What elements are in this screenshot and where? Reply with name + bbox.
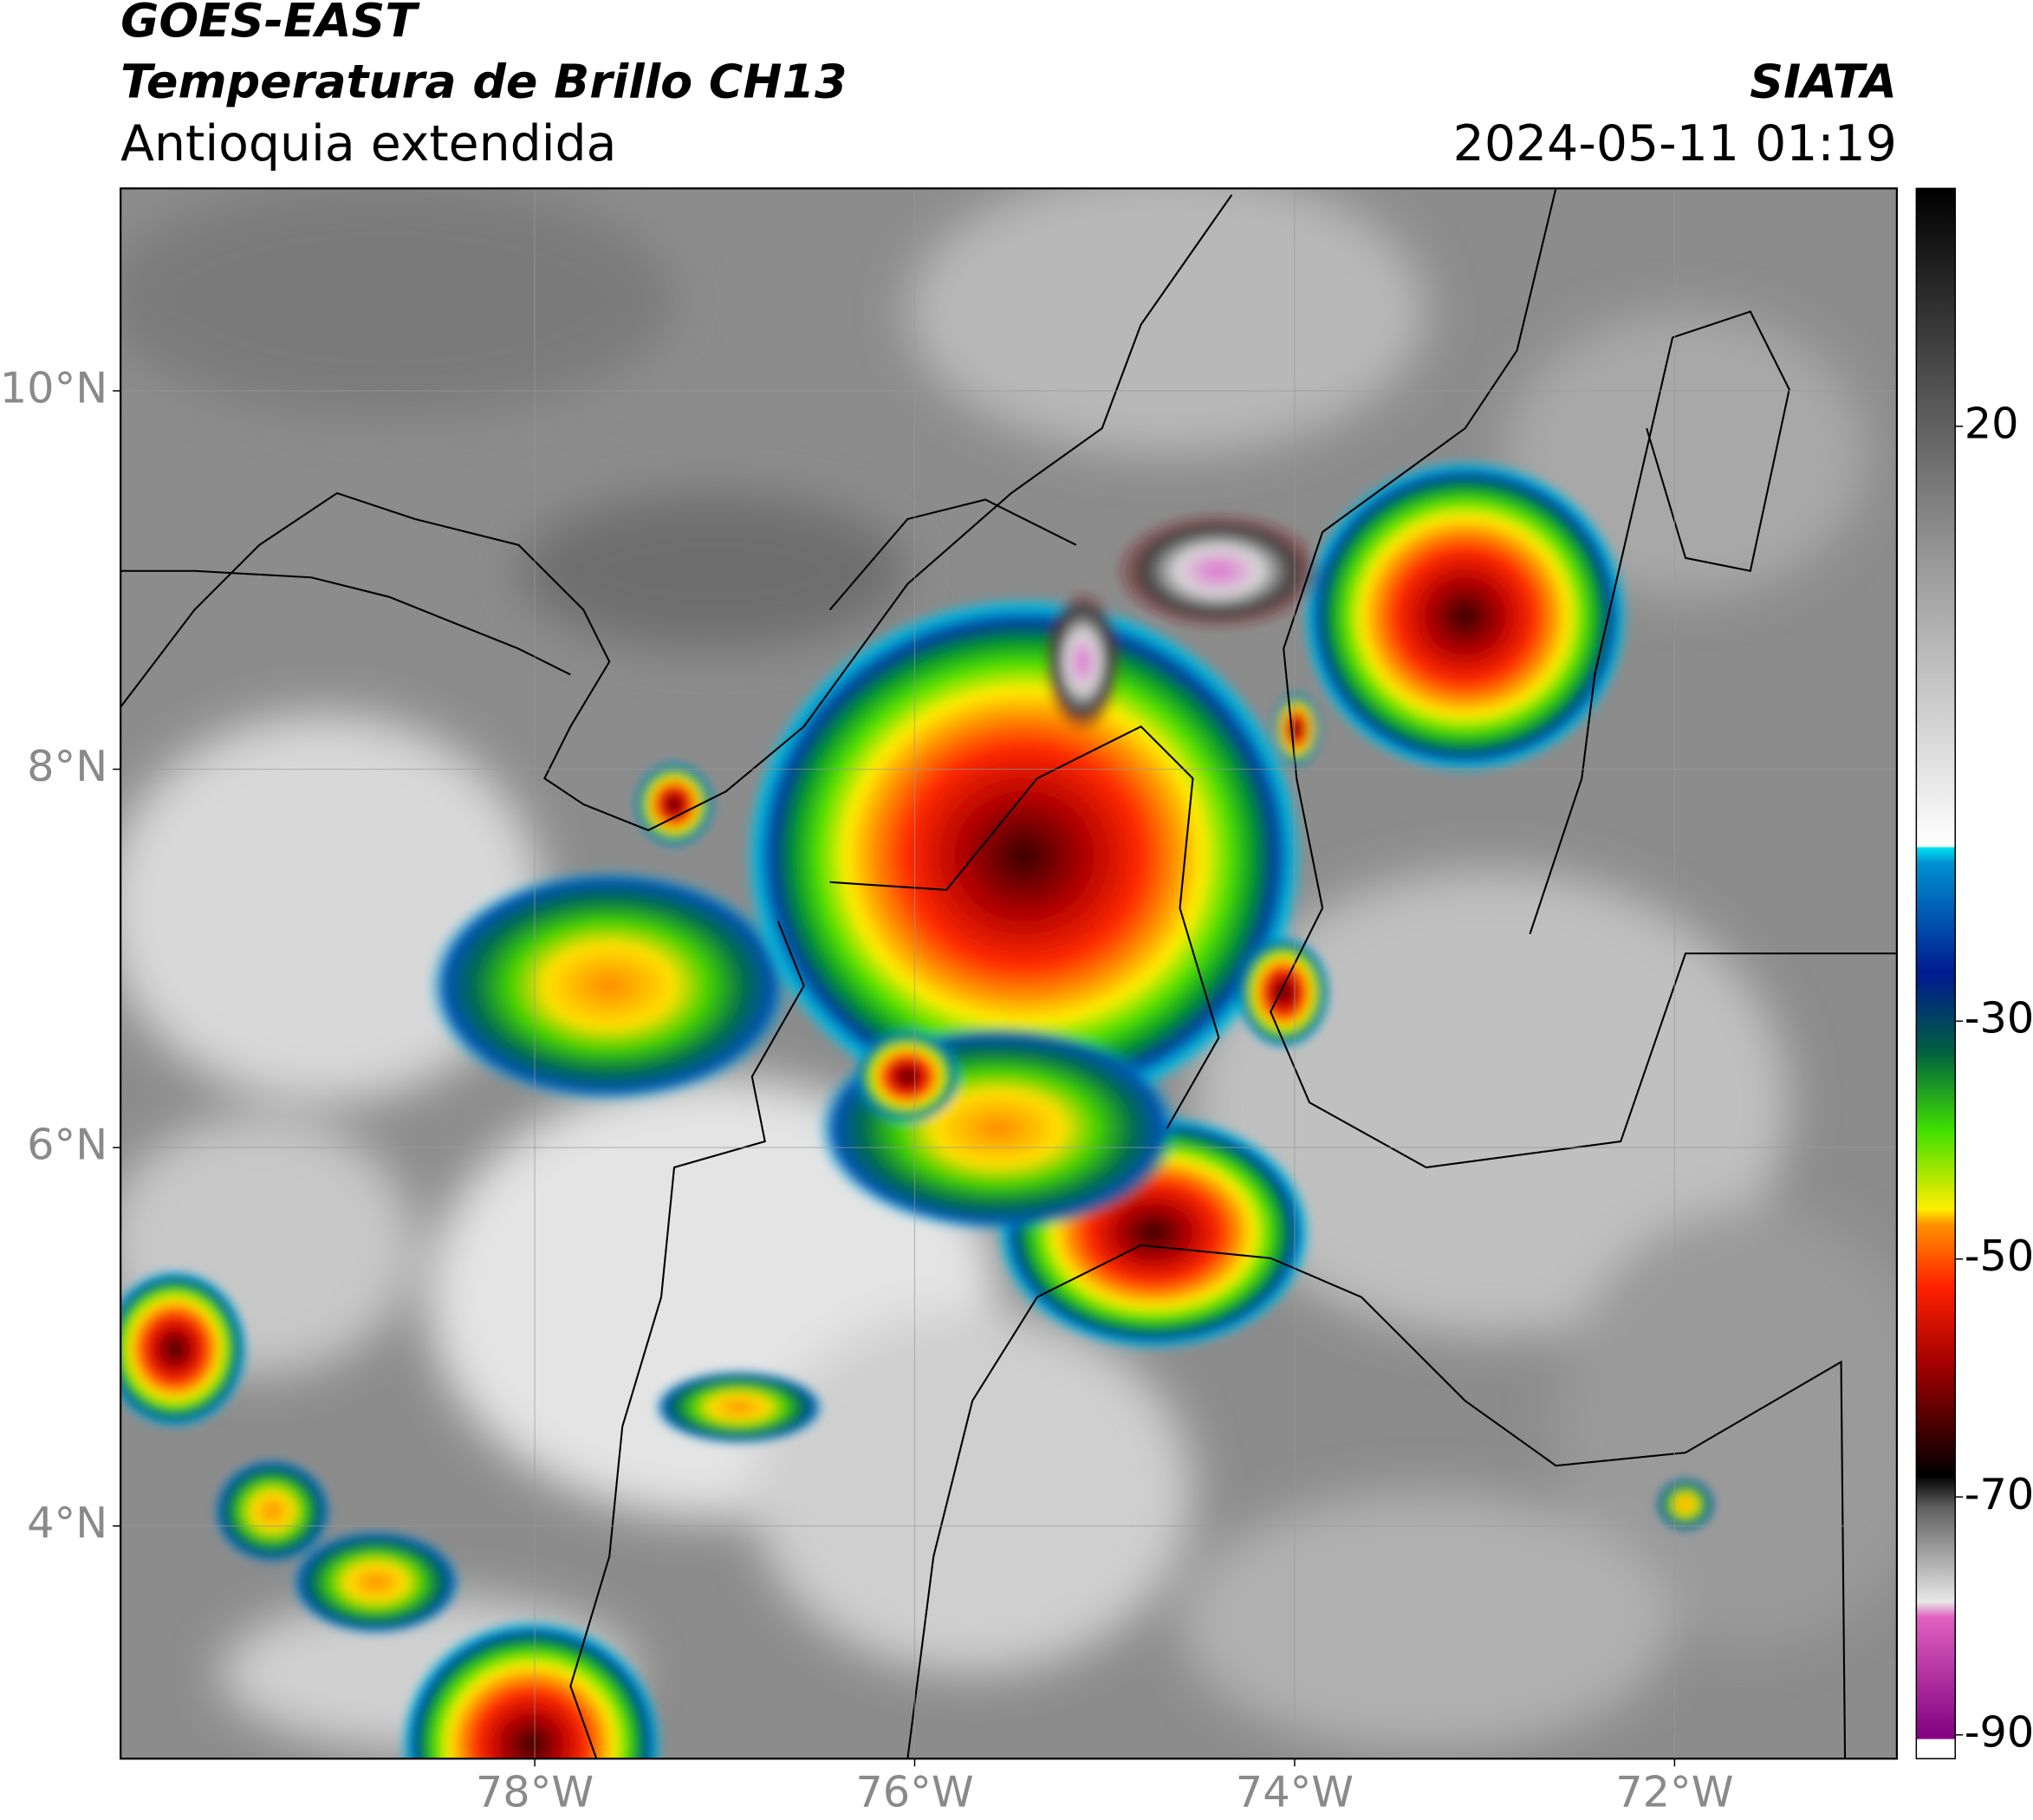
title: GOES-EAST [120,0,420,48]
y-tick-label: 10°N [0,362,107,413]
colorbar-tick-label: 20 [1965,398,2019,448]
x-tick-label: 78°W [476,1767,594,1817]
colorbar-tick-label: -90 [1965,1706,2033,1757]
x-tick-label: 72°W [1615,1767,1733,1817]
map-frame [120,187,1899,1760]
datetime: 2024-05-11 01:19 [1453,115,1897,172]
y-tick-label: 6°N [27,1120,107,1170]
grid [120,188,1897,1759]
colorbar-tick-label: -50 [1965,1231,2033,1281]
x-tick-label: 76°W [855,1767,973,1817]
source: SIATA [1750,54,1897,108]
region: Antioquia extendida [120,115,616,172]
colorbar-tick-label: -70 [1965,1469,2033,1519]
x-tick-label: 74°W [1236,1767,1354,1817]
borders [120,188,1897,1759]
storms [120,460,1714,1759]
map-image [120,188,1897,1759]
subtitle: Temperatura de Brillo CH13 [120,54,847,108]
colorbar [1915,187,1956,1759]
y-tick-label: 4°N [27,1498,107,1548]
y-tick-label: 8°N [27,741,107,791]
colorbar-tick-label: -30 [1965,993,2033,1043]
